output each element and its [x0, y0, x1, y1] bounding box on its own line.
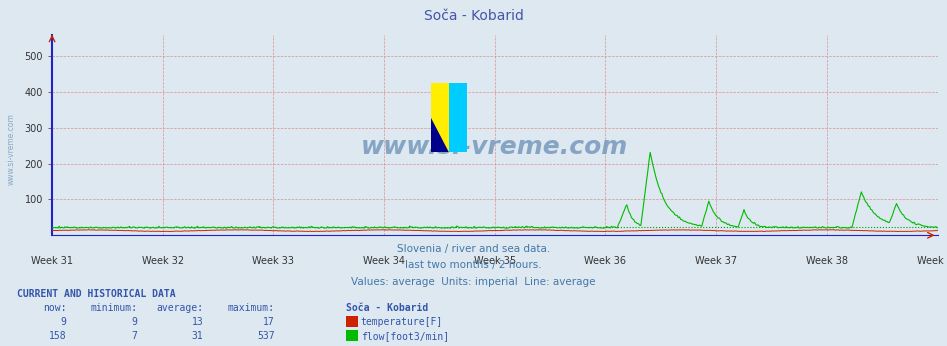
Text: 537: 537 — [257, 331, 275, 342]
Text: 17: 17 — [263, 317, 275, 327]
Text: Week 37: Week 37 — [695, 256, 737, 266]
Text: now:: now: — [43, 303, 66, 313]
Text: average:: average: — [156, 303, 204, 313]
Text: 31: 31 — [192, 331, 204, 342]
Text: flow[foot3/min]: flow[foot3/min] — [361, 331, 449, 342]
Bar — [449, 83, 467, 152]
Polygon shape — [431, 118, 449, 152]
Text: Slovenia / river and sea data.: Slovenia / river and sea data. — [397, 244, 550, 254]
Text: Week 32: Week 32 — [142, 256, 184, 266]
Text: Week 36: Week 36 — [584, 256, 627, 266]
Text: Week 39: Week 39 — [917, 256, 947, 266]
Text: 9: 9 — [61, 317, 66, 327]
Text: minimum:: minimum: — [90, 303, 137, 313]
Text: Soča - Kobarid: Soča - Kobarid — [423, 9, 524, 22]
Text: temperature[F]: temperature[F] — [361, 317, 443, 327]
Text: www.si-vreme.com: www.si-vreme.com — [361, 135, 629, 159]
Text: Week 38: Week 38 — [806, 256, 848, 266]
Text: 9: 9 — [132, 317, 137, 327]
Text: Values: average  Units: imperial  Line: average: Values: average Units: imperial Line: av… — [351, 277, 596, 287]
Text: Week 31: Week 31 — [31, 256, 73, 266]
Text: 158: 158 — [48, 331, 66, 342]
Text: CURRENT AND HISTORICAL DATA: CURRENT AND HISTORICAL DATA — [17, 289, 176, 299]
Text: www.si-vreme.com: www.si-vreme.com — [7, 113, 16, 185]
Text: 7: 7 — [132, 331, 137, 342]
Text: Week 35: Week 35 — [474, 256, 516, 266]
Text: Soča - Kobarid: Soča - Kobarid — [346, 303, 428, 313]
Text: Week 34: Week 34 — [363, 256, 405, 266]
Text: 13: 13 — [192, 317, 204, 327]
Text: Week 33: Week 33 — [253, 256, 295, 266]
Bar — [431, 83, 449, 152]
Text: last two months / 2 hours.: last two months / 2 hours. — [405, 260, 542, 270]
Text: maximum:: maximum: — [227, 303, 275, 313]
